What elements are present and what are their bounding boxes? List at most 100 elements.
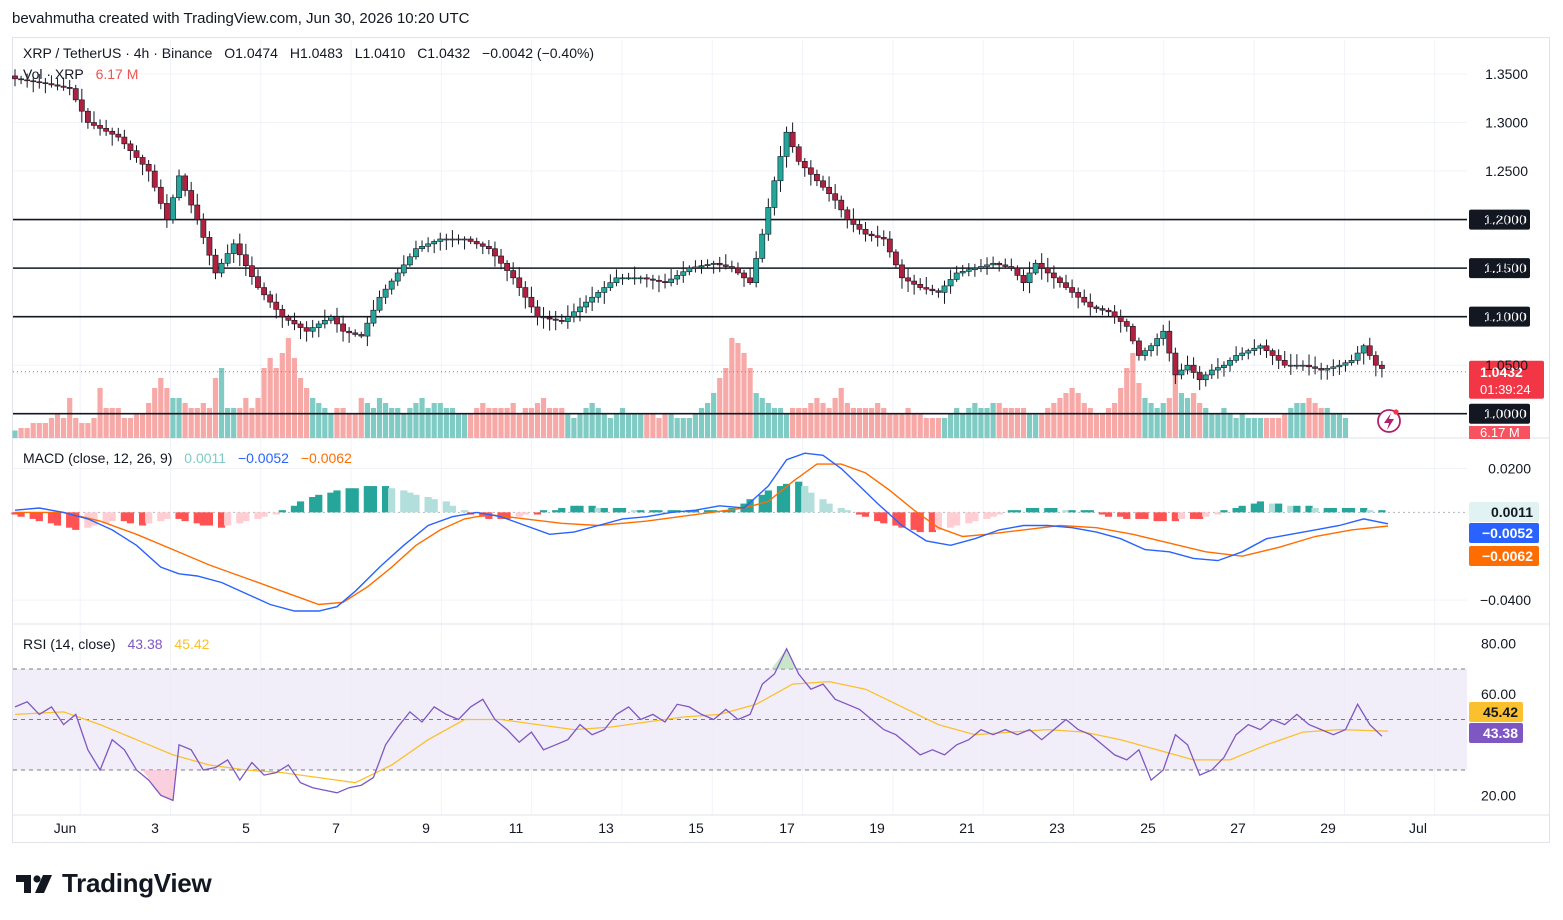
candle-body xyxy=(728,266,735,269)
volume-bar xyxy=(322,408,328,438)
volume-bar xyxy=(24,428,30,438)
volume-bar xyxy=(297,378,304,438)
candle-body xyxy=(947,279,954,287)
volume-bar xyxy=(625,413,632,438)
volume-bar xyxy=(188,408,194,438)
candle-body xyxy=(72,88,79,101)
volume-bar xyxy=(1002,408,1008,438)
volume-bar xyxy=(158,378,164,438)
candle-body xyxy=(1032,262,1039,274)
candle-body xyxy=(1044,267,1051,274)
candle-body xyxy=(1063,282,1069,288)
volume-bar xyxy=(492,408,498,438)
candle-body xyxy=(911,280,918,285)
candle-body xyxy=(492,248,498,257)
macd-histogram-bar xyxy=(1214,512,1222,515)
high-value: H1.0483 xyxy=(289,45,343,61)
macd-histogram-bar xyxy=(1080,510,1088,513)
volume-bar xyxy=(534,403,541,438)
rsi-line xyxy=(14,647,1383,802)
volume-bar xyxy=(103,408,109,438)
volume-bar xyxy=(1087,408,1093,438)
volume-bar xyxy=(170,398,176,438)
volume-bar xyxy=(729,338,735,438)
candle-body xyxy=(971,267,978,271)
macd-histogram-bar xyxy=(539,510,548,513)
volume-bar xyxy=(753,393,759,438)
volume-bar xyxy=(1166,398,1172,438)
volume-bar xyxy=(704,403,711,438)
macd-histogram-bar xyxy=(655,510,663,513)
volume-bar xyxy=(966,408,972,438)
volume-bar xyxy=(79,423,85,438)
volume-bar xyxy=(1282,413,1288,438)
macd-histogram-bar xyxy=(1171,512,1179,522)
macd-hist-value: 0.0011 xyxy=(184,450,227,466)
volume-bar xyxy=(85,423,91,438)
volume-badge-label: 6.17 M xyxy=(1480,425,1520,440)
volume-bar xyxy=(771,408,778,438)
macd-histogram-bar xyxy=(108,512,116,522)
macd-histogram-bar xyxy=(1311,507,1319,513)
volume-bar xyxy=(1136,383,1142,438)
candle-body xyxy=(662,281,668,283)
macd-histogram-bar xyxy=(1189,512,1198,519)
macd-histogram-bar xyxy=(1287,505,1295,513)
time-tick-label: 11 xyxy=(509,820,524,836)
rsi-value-label: 45.42 xyxy=(1483,704,1518,720)
macd-histogram-bar xyxy=(278,510,286,513)
macd-histogram-bar xyxy=(983,512,991,519)
macd-histogram-bar xyxy=(175,512,183,519)
macd-histogram-bar xyxy=(1135,512,1143,519)
candle-body xyxy=(315,323,322,328)
macd-label: MACD (close, 12, 26, 9) xyxy=(23,450,173,466)
volume-bar xyxy=(1294,403,1300,438)
volume-bar xyxy=(121,418,127,438)
macd-histogram-bar xyxy=(1050,507,1058,513)
macd-histogram-bar xyxy=(965,512,973,524)
macd-histogram-bar xyxy=(600,507,608,513)
candle-body xyxy=(139,157,146,165)
volume-bar xyxy=(559,408,565,438)
candle-body xyxy=(540,316,547,319)
candle-body xyxy=(1342,362,1349,366)
volume-bar xyxy=(73,418,79,438)
candle-body xyxy=(376,296,383,311)
volume-bar xyxy=(225,408,231,438)
volume-bar xyxy=(978,408,984,438)
volume-bar xyxy=(1026,413,1033,438)
candle-body xyxy=(880,237,887,240)
volume-bar xyxy=(243,398,249,438)
candle-body xyxy=(899,264,905,279)
candle-body xyxy=(1275,355,1282,361)
macd-histogram-bar xyxy=(928,512,936,533)
alert-flash-icon xyxy=(1384,413,1394,430)
volume-bar xyxy=(862,408,869,438)
volume-bar xyxy=(279,353,285,438)
tradingview-logo[interactable]: TradingView xyxy=(16,868,212,899)
volume-bar xyxy=(1288,408,1294,438)
macd-histogram-bar xyxy=(892,512,900,526)
macd-histogram-bar xyxy=(801,486,809,513)
candle-body xyxy=(1208,369,1215,376)
candle-body xyxy=(1287,364,1294,367)
macd-histogram-bar xyxy=(448,505,457,513)
volume-bar xyxy=(1178,393,1185,438)
volume-bar xyxy=(674,418,680,438)
candle-body xyxy=(1154,338,1161,347)
volume-bar xyxy=(182,403,188,438)
macd-histogram-bar xyxy=(807,492,815,513)
macd-histogram-bar xyxy=(236,512,244,524)
candle-body xyxy=(905,277,911,282)
candle-body xyxy=(236,243,243,256)
macd-histogram-bar xyxy=(1153,512,1161,522)
candle-body xyxy=(1245,350,1252,354)
time-tick-label: 17 xyxy=(779,820,795,836)
rsi-value-badge xyxy=(1469,702,1523,722)
volume-bar xyxy=(61,418,67,438)
volume-label: Vol · XRP xyxy=(23,66,84,82)
volume-bar xyxy=(1336,413,1342,438)
candle-body xyxy=(352,332,359,335)
macd-histogram-bar xyxy=(485,512,493,519)
